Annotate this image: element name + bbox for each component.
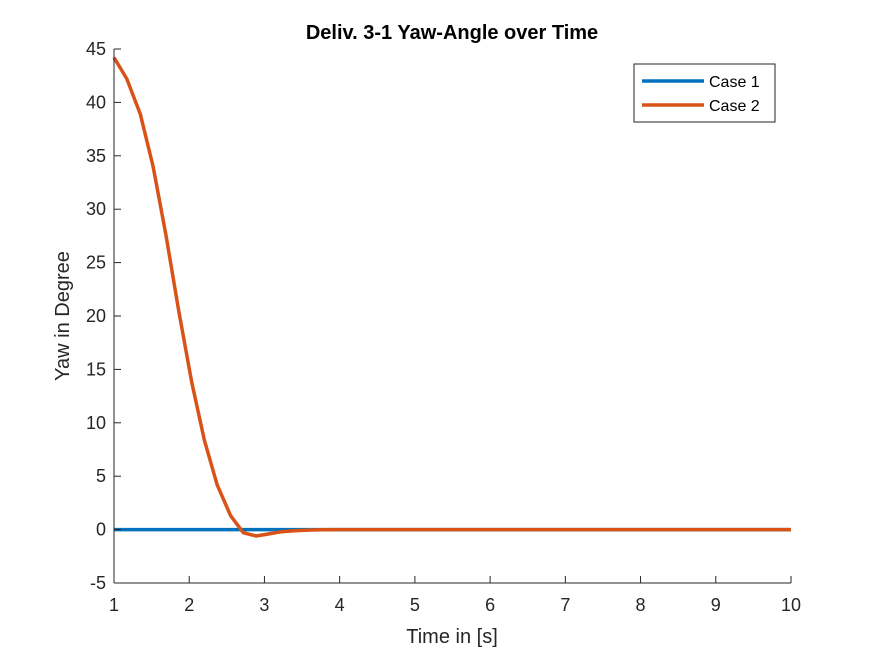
y-tick-label-25: 25 [86, 253, 106, 273]
y-tick-label-15: 15 [86, 359, 106, 379]
y-tick-label-30: 30 [86, 199, 106, 219]
x-tick-label-8: 8 [636, 595, 646, 615]
y-tick-label-0: 0 [96, 520, 106, 540]
y-tick-label-40: 40 [86, 92, 106, 112]
y-tick-label-10: 10 [86, 413, 106, 433]
x-tick-label-7: 7 [560, 595, 570, 615]
legend: Case 1 Case 2 [633, 63, 776, 123]
legend-label-2: Case 2 [709, 98, 760, 115]
x-tick-label-10: 10 [781, 595, 801, 615]
x-tick-label-1: 1 [109, 595, 119, 615]
x-tick-label-9: 9 [711, 595, 721, 615]
y-tick-label-35: 35 [86, 146, 106, 166]
y-tick-label--5: -5 [90, 573, 106, 593]
legend-box [633, 63, 776, 123]
series-layer [112, 56, 791, 538]
y-tick-label-20: 20 [86, 306, 106, 326]
x-tick-label-2: 2 [184, 595, 194, 615]
chart-title: Deliv. 3-1 Yaw-Angle over Time [306, 22, 598, 44]
x-tick-label-3: 3 [259, 595, 269, 615]
y-tick-label-45: 45 [86, 39, 106, 59]
series-line-2 [112, 56, 791, 538]
y-tick-label-5: 5 [96, 466, 106, 486]
x-tick-label-4: 4 [335, 595, 345, 615]
x-axis-label: Time in [s] [406, 626, 498, 648]
y-axis-label: Yaw in Degree [52, 251, 74, 381]
x-tick-label-6: 6 [485, 595, 495, 615]
legend-label-1: Case 1 [709, 74, 760, 91]
x-tick-label-5: 5 [410, 595, 420, 615]
